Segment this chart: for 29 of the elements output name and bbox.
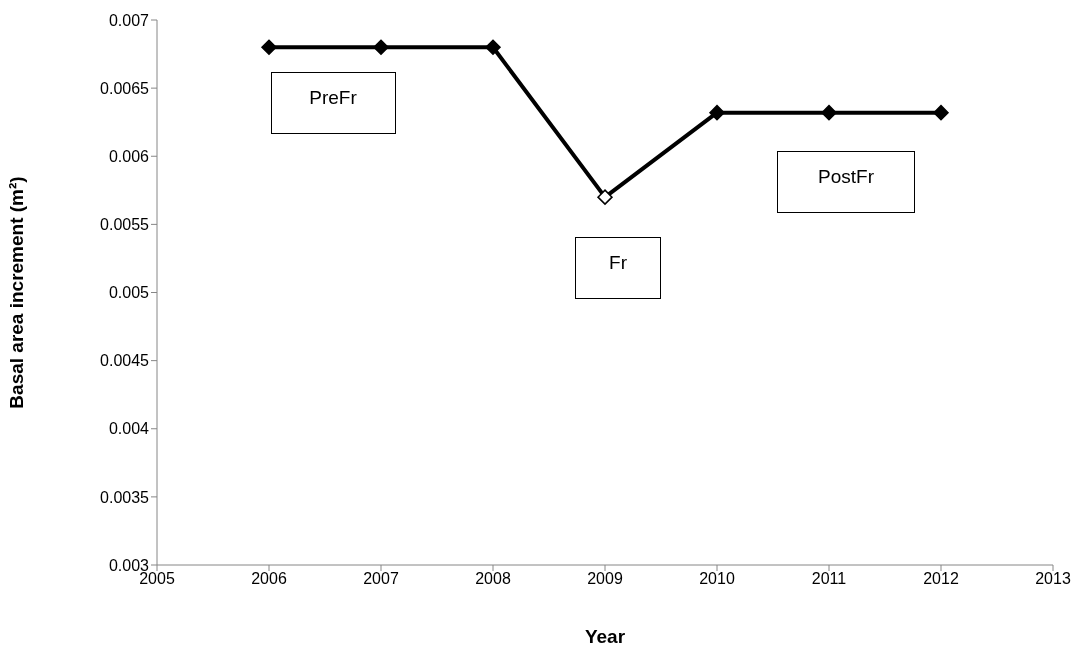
x-tick-label: 2008 xyxy=(475,570,511,588)
y-tick-label: 0.005 xyxy=(108,284,150,302)
x-tick-label: 2011 xyxy=(811,570,847,588)
x-tick-label: 2009 xyxy=(587,570,623,588)
y-tick-label: 0.0055 xyxy=(100,216,150,234)
text-box: PostFr xyxy=(777,151,915,213)
point xyxy=(933,104,949,121)
y-tick-label: 0.006 xyxy=(108,147,150,165)
x-axis-title: Year xyxy=(584,626,626,647)
point xyxy=(261,39,277,55)
text-box: PreFr xyxy=(270,72,396,134)
point xyxy=(597,189,613,205)
y-tick-label: 0.0045 xyxy=(100,352,150,370)
x-tick-label: 2007 xyxy=(363,570,399,588)
point xyxy=(709,104,725,121)
y-tick-label: 0.004 xyxy=(108,420,150,438)
x-tick-label: 2013 xyxy=(1035,570,1071,588)
point xyxy=(373,39,389,55)
y-tick-label: 0.007 xyxy=(108,11,150,29)
text-box: Fr xyxy=(575,237,661,299)
y-tick-label: 0.0035 xyxy=(100,488,150,506)
point xyxy=(821,104,837,121)
point xyxy=(485,39,501,55)
y-axis-title: Basal area increment (m²) xyxy=(5,176,27,409)
x-tick-label: 2005 xyxy=(139,570,175,588)
x-tick-label: 2010 xyxy=(699,570,735,588)
x-tick-label: 2012 xyxy=(923,570,959,588)
x-tick-label: 2006 xyxy=(251,570,287,588)
y-tick-label: 0.0065 xyxy=(100,79,150,97)
